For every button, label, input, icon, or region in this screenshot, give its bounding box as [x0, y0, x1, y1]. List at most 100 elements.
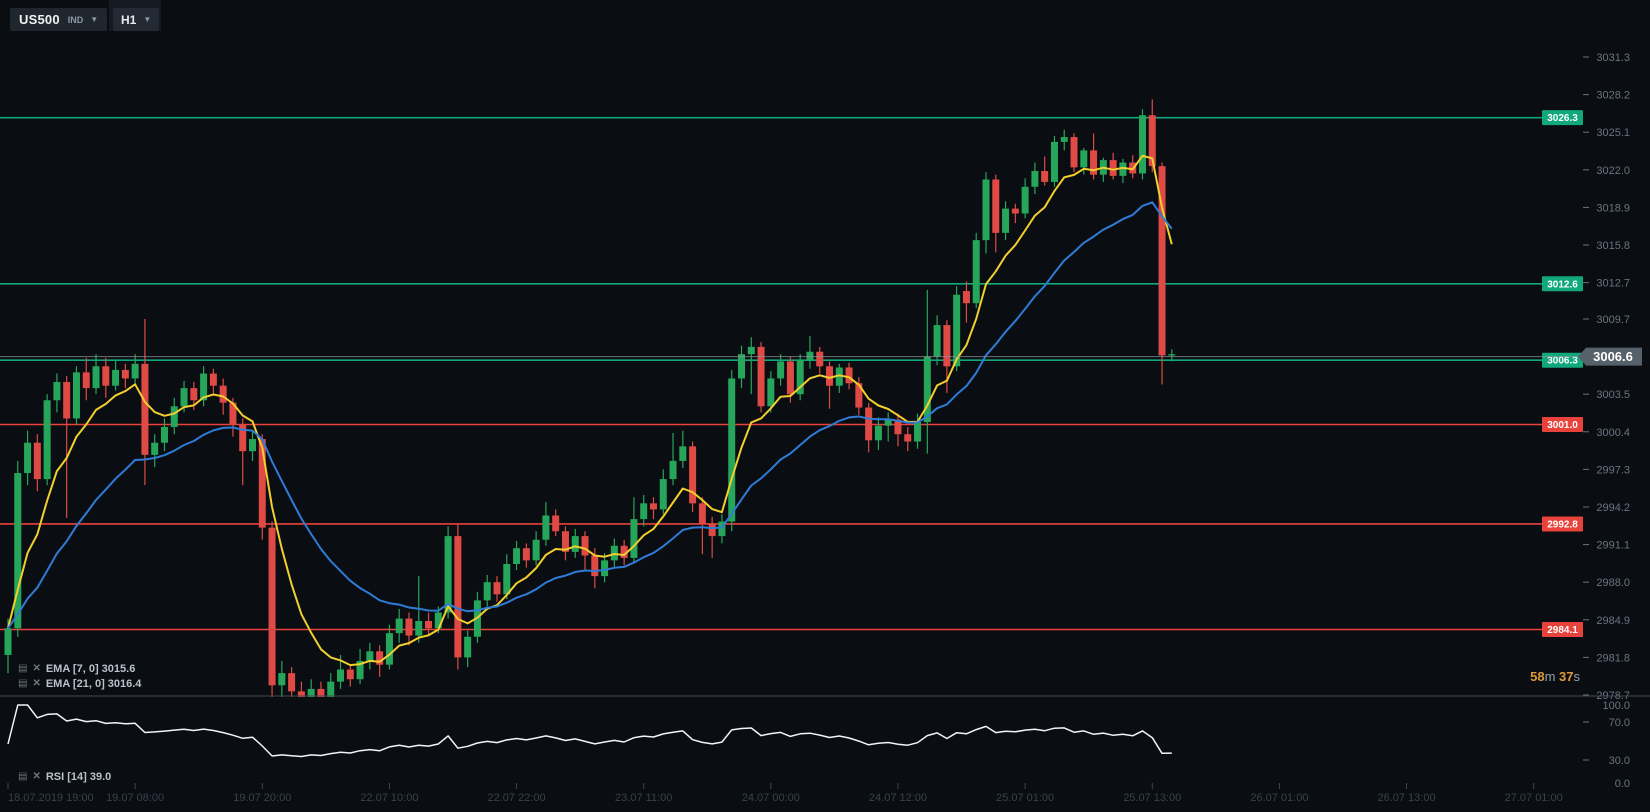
- candle: [874, 425, 882, 441]
- candle: [962, 291, 970, 304]
- close-icon[interactable]: ✕: [32, 662, 41, 674]
- level-lines: 3026.3 3012.6 3006.3 3001.0 2992.8 2984.1: [0, 110, 1583, 637]
- candle: [816, 351, 824, 367]
- candle: [434, 612, 442, 629]
- candle: [855, 383, 863, 408]
- candle: [904, 434, 912, 442]
- svg-text:22.07 10:00: 22.07 10:00: [360, 792, 418, 804]
- countdown-seconds-unit: s: [1573, 669, 1581, 684]
- candle: [170, 406, 178, 427]
- candle: [385, 633, 393, 665]
- close-icon[interactable]: ✕: [32, 770, 41, 782]
- candle: [346, 669, 354, 680]
- candle: [464, 636, 472, 658]
- ema-fast-line: [7, 154, 1173, 667]
- candle: [796, 360, 804, 395]
- svg-text:2992.8: 2992.8: [1547, 519, 1578, 530]
- rsi-legend-label: RSI [14] 39.0: [45, 770, 112, 783]
- candle: [483, 582, 491, 601]
- indicator-settings-icon[interactable]: ▤: [18, 662, 28, 674]
- candle: [914, 422, 922, 442]
- candle: [63, 382, 71, 419]
- candle: [219, 385, 227, 403]
- svg-text:2994.2: 2994.2: [1596, 502, 1630, 514]
- candle: [1050, 141, 1058, 182]
- indicator-settings-icon[interactable]: ▤: [18, 677, 28, 689]
- candle: [943, 325, 951, 367]
- svg-text:3028.2: 3028.2: [1596, 90, 1630, 102]
- candle: [845, 367, 853, 384]
- candle: [102, 366, 110, 386]
- svg-text:3022.0: 3022.0: [1596, 165, 1630, 177]
- candle: [1119, 162, 1127, 176]
- candle: [53, 382, 61, 401]
- svg-text:3012.7: 3012.7: [1596, 278, 1630, 290]
- svg-text:3006.6: 3006.6: [1593, 349, 1633, 364]
- chevron-down-icon: ▼: [90, 15, 99, 24]
- svg-text:100.0: 100.0: [1602, 700, 1630, 712]
- candle: [1148, 115, 1156, 167]
- candle: [747, 346, 755, 355]
- candle: [630, 519, 638, 558]
- level-badge: [1542, 417, 1583, 433]
- candle: [395, 618, 403, 634]
- symbol-selector-button[interactable]: US500 IND ▼: [10, 8, 108, 31]
- candle: [258, 439, 266, 528]
- candle: [1138, 115, 1146, 174]
- candle: [659, 479, 667, 510]
- close-icon[interactable]: ✕: [32, 677, 41, 689]
- timeframe-selector-button[interactable]: H1 ▼: [113, 8, 160, 31]
- candle: [4, 628, 12, 655]
- svg-text:3015.8: 3015.8: [1596, 240, 1630, 252]
- svg-text:2997.3: 2997.3: [1596, 464, 1630, 476]
- svg-text:22.07 22:00: 22.07 22:00: [487, 792, 545, 804]
- candle: [121, 369, 129, 379]
- svg-text:0.0: 0.0: [1615, 778, 1630, 790]
- candle: [503, 563, 511, 595]
- candle: [239, 424, 247, 452]
- svg-text:2988.0: 2988.0: [1596, 577, 1630, 589]
- candle: [689, 446, 697, 504]
- candle: [337, 669, 345, 682]
- countdown-minutes: 58: [1530, 669, 1545, 684]
- svg-text:23.07 11:00: 23.07 11:00: [615, 792, 672, 804]
- candle: [718, 521, 726, 537]
- indicator-settings-icon[interactable]: ▤: [18, 770, 28, 782]
- candle: [708, 523, 716, 537]
- candle: [738, 354, 745, 379]
- current-price-badge: 3006.6: [1578, 347, 1642, 366]
- candle: [190, 388, 198, 401]
- candle: [249, 439, 256, 452]
- candle: [728, 378, 736, 522]
- svg-text:3009.7: 3009.7: [1596, 314, 1630, 326]
- candle: [561, 531, 569, 552]
- ema-slow-line: [7, 201, 1173, 629]
- candle: [786, 361, 794, 395]
- chevron-down-icon: ▼: [143, 15, 152, 24]
- svg-text:2991.1: 2991.1: [1596, 540, 1630, 552]
- svg-text:3031.3: 3031.3: [1596, 52, 1630, 64]
- candle: [1041, 171, 1049, 182]
- candle: [571, 536, 579, 552]
- svg-text:3025.1: 3025.1: [1596, 127, 1630, 139]
- candle: [669, 460, 677, 480]
- candle: [131, 363, 139, 379]
- candle: [777, 361, 785, 379]
- candle: [141, 363, 149, 455]
- candle: [601, 560, 609, 577]
- candle: [649, 503, 657, 510]
- svg-text:18.07.2019 19:00: 18.07.2019 19:00: [8, 792, 94, 804]
- svg-text:2984.1: 2984.1: [1547, 625, 1578, 636]
- svg-text:27.07 01:00: 27.07 01:00: [1505, 792, 1563, 804]
- candle: [43, 400, 51, 480]
- svg-text:26.07 01:00: 26.07 01:00: [1250, 792, 1308, 804]
- candle: [992, 179, 1000, 233]
- candle: [307, 688, 315, 697]
- time-axis: 18.07.2019 19:00 19.07 08:00 19.07 20:00 22…: [7, 783, 1563, 804]
- candle: [1011, 208, 1019, 214]
- candle: [356, 661, 364, 680]
- svg-text:3012.6: 3012.6: [1547, 279, 1578, 290]
